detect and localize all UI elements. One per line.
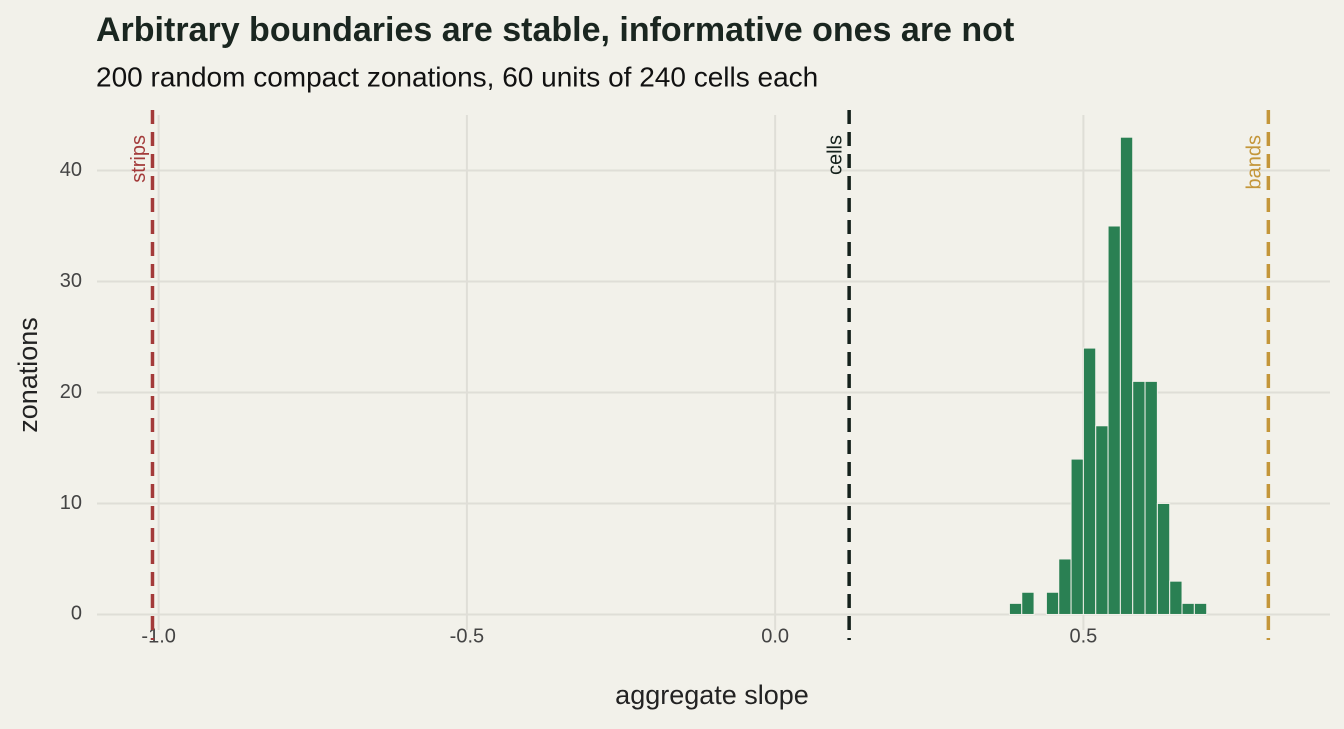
x-tick-label: -0.5 <box>450 625 484 647</box>
x-tick-label: 0.0 <box>761 625 789 647</box>
bar <box>1107 225 1121 615</box>
bar <box>1169 580 1183 615</box>
chart-title: Arbitrary boundaries are stable, informa… <box>96 11 1014 49</box>
bar <box>1095 425 1109 615</box>
bar <box>1193 602 1208 615</box>
x-tick-label: -1.0 <box>141 625 175 647</box>
bar <box>1132 380 1146 615</box>
y-tick-label: 30 <box>60 270 82 292</box>
bar <box>1119 136 1134 615</box>
bar <box>1070 458 1084 615</box>
bar <box>1144 380 1158 615</box>
bar <box>1156 502 1171 615</box>
bar <box>1008 602 1023 615</box>
reference-label: bands <box>1244 135 1266 190</box>
reference-label: strips <box>128 135 150 183</box>
bar <box>1058 558 1072 615</box>
y-axis-title: zonations <box>13 317 43 433</box>
x-tick-label: 0.5 <box>1069 625 1097 647</box>
chart-subtitle: 200 random compact zonations, 60 units o… <box>96 61 818 92</box>
reference-label: cells <box>824 135 846 175</box>
bar <box>1082 347 1097 615</box>
y-tick-label: 10 <box>60 492 82 514</box>
y-tick-label: 40 <box>60 159 82 181</box>
y-tick-label: 0 <box>71 603 82 625</box>
bar <box>1021 591 1035 615</box>
y-tick-label: 20 <box>60 381 82 403</box>
x-axis-title: aggregate slope <box>615 680 809 710</box>
bar <box>1045 591 1060 615</box>
bar <box>1181 602 1195 615</box>
